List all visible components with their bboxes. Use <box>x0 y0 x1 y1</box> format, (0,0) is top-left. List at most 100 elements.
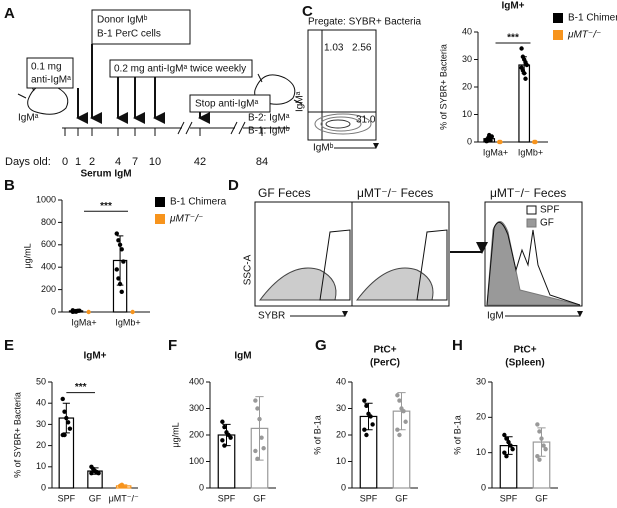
chart-title: Serum IgM <box>80 169 131 180</box>
chart-title: IgM+ <box>501 1 524 12</box>
y-tick-label: 50 <box>36 376 46 386</box>
data-point <box>253 448 258 454</box>
data-point <box>537 457 542 462</box>
data-point <box>533 139 538 145</box>
outcome: B-2: IgMᵃ <box>248 113 290 124</box>
data-point <box>220 438 225 443</box>
data-point <box>395 427 400 432</box>
y-tick-label: 0 <box>41 482 46 492</box>
data-point <box>60 396 65 402</box>
y-tick-label: 10 <box>476 447 486 457</box>
data-point <box>368 414 373 419</box>
day-label: 84 <box>256 156 268 168</box>
box <box>26 57 74 89</box>
data-point <box>510 446 515 452</box>
y-tick-label: 30 <box>462 54 472 64</box>
chart-title: IgM+ <box>83 351 106 362</box>
day-label: 7 <box>132 156 138 168</box>
y-label: μg/mL <box>170 422 180 447</box>
data-point <box>119 247 124 252</box>
data-point <box>522 71 527 76</box>
contour <box>325 119 351 129</box>
plot-title: μMT⁻/⁻ Feces <box>357 186 433 200</box>
data-point <box>537 429 542 434</box>
y-tick-label: 20 <box>336 429 346 439</box>
data-point <box>502 450 507 455</box>
chart-title: IgM <box>234 351 251 362</box>
data-point <box>119 289 124 295</box>
data-point <box>535 422 540 427</box>
gate <box>319 229 448 301</box>
y-label: % of B-1a <box>312 415 322 455</box>
day-label: 1 <box>75 156 81 168</box>
y-tick-label: 1000 <box>36 194 56 204</box>
data-point <box>117 281 123 287</box>
data-point <box>541 443 546 448</box>
data-point <box>222 424 227 430</box>
chart-title: (Spleen) <box>505 358 544 369</box>
y-tick-label: 30 <box>336 403 346 413</box>
y-label: % of SYBR+ Bacteria <box>438 44 448 130</box>
y-tick-label: 30 <box>476 376 486 386</box>
box-text: anti-IgMᵃ <box>31 75 71 86</box>
data-point <box>539 436 544 441</box>
data-point <box>228 435 233 440</box>
data-point <box>89 470 94 476</box>
data-point <box>524 62 530 68</box>
data-point <box>506 439 511 445</box>
data-point <box>504 436 509 441</box>
y-tick-label: 20 <box>476 412 486 422</box>
chart-title: (PerC) <box>370 358 400 369</box>
panel-label: B <box>4 177 15 194</box>
y-tick-label: 200 <box>41 284 56 294</box>
data-point <box>255 406 260 411</box>
day-label: 10 <box>149 156 161 168</box>
y-label: SSC-A <box>243 254 254 285</box>
data-point <box>65 420 71 425</box>
y-tick-label: 300 <box>189 403 204 413</box>
data-point <box>502 432 507 438</box>
legend-swatch <box>553 13 563 23</box>
quadrant-value: 31.0 <box>356 115 376 126</box>
day-label: 2 <box>89 156 95 168</box>
y-tick-label: 200 <box>189 429 204 439</box>
data-point <box>119 482 125 488</box>
data-point <box>114 267 119 272</box>
plot-title: μMT⁻/⁻ Feces <box>490 186 566 200</box>
data-point <box>222 443 227 448</box>
data-point <box>488 138 493 143</box>
y-tick-label: 10 <box>336 456 346 466</box>
y-tick-label: 20 <box>36 440 46 450</box>
timeline: 0.1 mg anti-IgMᵃ Donor IgMᵇ B-1 PerC cel… <box>5 9 303 168</box>
day-label: 42 <box>194 156 206 168</box>
legend-swatch <box>155 197 165 207</box>
y-tick-label: 600 <box>41 239 56 249</box>
data-point <box>498 139 503 145</box>
data-point <box>519 46 524 51</box>
spf-histogram <box>486 221 581 306</box>
x-label: SYBR <box>258 311 285 322</box>
box <box>189 94 271 113</box>
x-tick-label: IgMb+ <box>115 317 140 327</box>
y-tick-label: 20 <box>462 81 472 91</box>
x-tick-label: IgMb+ <box>518 147 543 157</box>
data-point <box>64 415 69 421</box>
contour <box>258 267 337 301</box>
plot-frame <box>484 201 583 307</box>
y-tick-label: 400 <box>41 262 56 272</box>
x-tick-label: SPF <box>218 493 236 503</box>
legend-label: B-1 Chimera <box>568 13 617 24</box>
flow-d: GF Feces μMT⁻/⁻ Feces μMT⁻/⁻ Feces SPF G… <box>243 186 583 322</box>
y-tick-label: 800 <box>41 217 56 227</box>
y-tick-label: 0 <box>199 482 204 492</box>
data-point <box>86 309 91 315</box>
data-point <box>114 231 119 236</box>
chart-title: PtC+ <box>513 345 536 356</box>
y-tick-label: 0 <box>51 306 56 316</box>
legend-label: μMT⁻/⁻ <box>567 30 601 41</box>
x-tick-label: IgMa+ <box>483 147 508 157</box>
data-point <box>535 454 540 459</box>
gate: Pregate: SYBR+ Bacteria <box>308 17 422 28</box>
y-tick-label: 100 <box>189 456 204 466</box>
